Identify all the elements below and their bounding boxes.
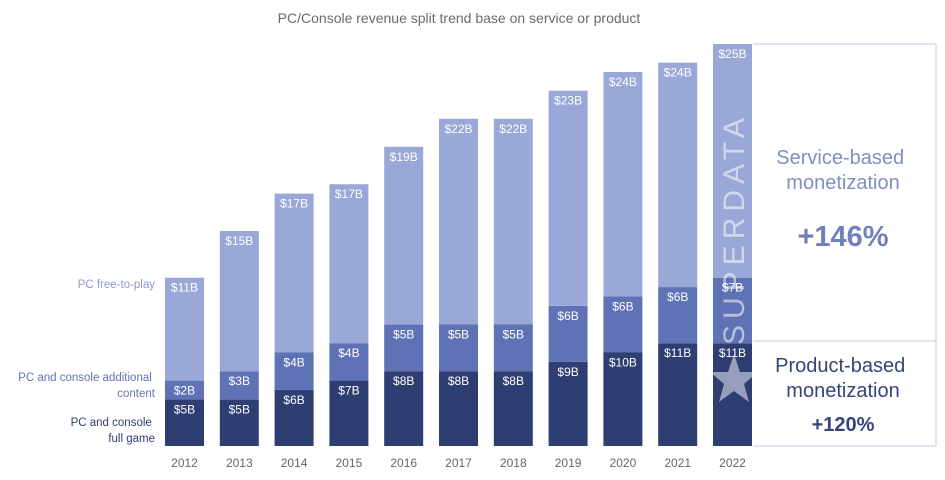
bar-full-game-2017	[439, 371, 478, 446]
bar-additional-2012	[165, 380, 204, 400]
bar-full-game-2012	[165, 399, 204, 446]
x-axis-ticks: 2012 2013 2014 2015 2016 2017 2018 2019 2020 2021…	[171, 456, 746, 470]
label-f2p-2016: $19B	[390, 150, 418, 164]
bar-full-game-2018	[493, 371, 533, 446]
bar-f2p-2022	[713, 44, 752, 278]
label-f2p-2013: $15B	[225, 234, 253, 248]
bar-full-game-2014	[274, 389, 314, 446]
label-f2p-2021: $24B	[664, 66, 692, 80]
series-label-full-game: PC and console full game	[71, 417, 155, 445]
label-additional-2020: $6B	[612, 299, 633, 313]
superdata-watermark: SUPERDATA	[718, 112, 751, 345]
label-full-game-2016: $8B	[393, 374, 414, 388]
x-tick-2012: 2012	[171, 456, 198, 470]
label-f2p-2018: $22B	[499, 122, 527, 136]
star-icon	[710, 354, 758, 402]
bar-full-game-2013	[219, 399, 259, 446]
bar-f2p-2017	[439, 118, 478, 325]
label-full-game-2014: $6B	[283, 393, 304, 407]
bar-f2p-2014	[274, 193, 314, 353]
label-additional-2014: $4B	[283, 356, 304, 370]
label-f2p-2022: $25B	[718, 47, 746, 61]
label-additional-2017: $5B	[448, 328, 469, 342]
bar-additional-2013	[219, 371, 259, 400]
x-tick-2019: 2019	[555, 456, 582, 470]
x-tick-2014: 2014	[281, 456, 308, 470]
label-additional-2019: $6B	[557, 309, 578, 323]
bar-f2p-2021	[658, 62, 698, 288]
label-full-game-2020: $10B	[609, 356, 637, 370]
x-tick-2021: 2021	[664, 456, 691, 470]
bar-full-game-2015	[329, 380, 369, 446]
x-tick-2018: 2018	[500, 456, 527, 470]
label-full-game-2019: $9B	[557, 365, 578, 379]
bars-group	[165, 44, 752, 446]
label-additional-2016: $5B	[393, 328, 414, 342]
chart-title: PC/Console revenue split trend base on s…	[278, 10, 641, 26]
label-additional-2015: $4B	[338, 346, 359, 360]
series-label-f2p: PC free-to-play	[78, 279, 156, 291]
bar-full-game-2021	[658, 343, 698, 446]
label-f2p-2014: $17B	[280, 197, 308, 211]
label-f2p-2020: $24B	[609, 75, 637, 89]
series-label-additional: PC and console additional content	[18, 372, 156, 400]
bar-additional-2022	[713, 277, 752, 344]
bar-f2p-2012	[165, 277, 204, 381]
bar-additional-2015	[329, 343, 369, 381]
label-f2p-2017: $22B	[444, 122, 472, 136]
label-f2p-2015: $17B	[335, 187, 363, 201]
bar-full-game-2016	[384, 371, 424, 446]
label-additional-2022: $7B	[722, 281, 743, 295]
x-tick-2020: 2020	[610, 456, 637, 470]
x-tick-2022: 2022	[719, 456, 746, 470]
bar-additional-2017	[439, 324, 478, 372]
service-percent: +146%	[797, 221, 888, 253]
x-tick-2015: 2015	[336, 456, 363, 470]
bar-f2p-2018	[493, 118, 533, 325]
x-tick-2016: 2016	[390, 456, 417, 470]
label-additional-2021: $6B	[667, 290, 688, 304]
product-label: Product-based monetization	[775, 355, 911, 402]
label-full-game-2012: $5B	[174, 402, 195, 416]
bar-f2p-2013	[219, 231, 259, 372]
x-tick-2013: 2013	[226, 456, 253, 470]
bar-f2p-2016	[384, 146, 424, 325]
label-full-game-2018: $8B	[503, 374, 524, 388]
service-label: Service-based monetization	[776, 147, 909, 194]
label-full-game-2021: $11B	[664, 346, 691, 360]
label-additional-2018: $5B	[503, 328, 524, 342]
bar-f2p-2019	[548, 90, 588, 306]
x-tick-2017: 2017	[445, 456, 472, 470]
bar-additional-2020	[603, 296, 643, 353]
bar-f2p-2020	[603, 72, 643, 297]
bar-full-game-2019	[548, 361, 588, 446]
bar-additional-2019	[548, 305, 588, 362]
bar-f2p-2015	[329, 184, 369, 344]
label-full-game-2022: $11B	[719, 346, 746, 360]
segment-labels-group: $5B $2B $11B $5B $3B $15B $6B $4B $17B $7B $4B $17B…	[171, 47, 747, 416]
bar-additional-2014	[274, 352, 314, 390]
label-additional-2012: $2B	[174, 384, 195, 398]
label-f2p-2019: $23B	[554, 94, 582, 108]
bar-additional-2016	[384, 324, 424, 372]
bar-additional-2021	[658, 287, 698, 344]
product-percent: +120%	[812, 414, 875, 436]
label-full-game-2017: $8B	[448, 374, 469, 388]
label-full-game-2015: $7B	[338, 384, 359, 398]
label-full-game-2013: $5B	[229, 402, 250, 416]
bar-full-game-2020	[603, 352, 643, 446]
label-additional-2013: $3B	[229, 374, 250, 388]
label-f2p-2012: $11B	[171, 281, 198, 295]
bar-additional-2018	[493, 324, 533, 372]
